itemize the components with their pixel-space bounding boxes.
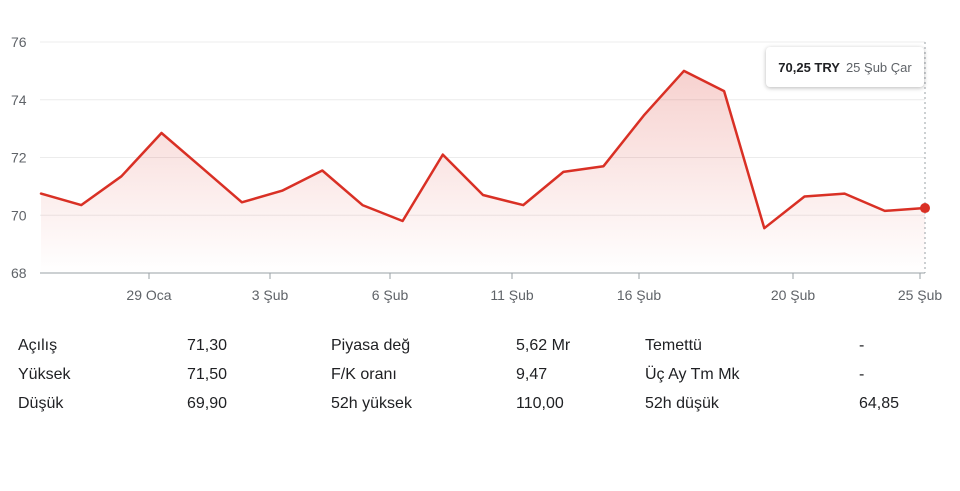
stat-label-market-cap: Piyasa değ: [331, 337, 411, 354]
stat-label-open: Açılış: [18, 337, 58, 354]
y-tick-label: 74: [11, 92, 27, 108]
stat-label-52w-low: 52h düşük: [645, 395, 719, 412]
stat-value-open: 71,30: [187, 337, 228, 354]
y-axis-labels: 76 74 72 70 68: [11, 34, 27, 281]
hover-cursor: [920, 42, 930, 273]
stat-value-market-cap: 5,62 Mr: [516, 337, 571, 354]
x-tick-label: 25 Şub: [898, 287, 943, 303]
x-tick-label: 20 Şub: [771, 287, 816, 303]
stat-value-low: 69,90: [187, 395, 228, 412]
stat-value-high: 71,50: [187, 366, 228, 383]
key-stats-table: Açılış 71,30 Piyasa değ 5,62 Mr Temettü …: [0, 333, 960, 420]
stat-label-quarterly-dividend: Üç Ay Tm Mk: [645, 366, 740, 383]
y-tick-label: 76: [11, 34, 27, 50]
tooltip-date: 25 Şub Çar: [845, 59, 912, 75]
y-tick-label: 70: [11, 207, 27, 223]
y-tick-label: 72: [11, 150, 27, 166]
x-tick-label: 29 Oca: [126, 287, 171, 303]
stats-row: Açılış 71,30 Piyasa değ 5,62 Mr Temettü …: [0, 333, 960, 362]
price-series: [39, 69, 927, 274]
tooltip-price: 70,25 TRY: [778, 59, 840, 75]
x-tick-label: 6 Şub: [372, 287, 409, 303]
stat-value-52w-low: 64,85: [859, 395, 900, 412]
price-tooltip: 70,25 TRY 25 Şub Çar: [766, 47, 924, 87]
stats-row: Düşük 69,90 52h yüksek 110,00 52h düşük …: [0, 391, 960, 420]
x-tick-label: 3 Şub: [252, 287, 289, 303]
hover-dot: [920, 203, 930, 214]
stat-value-quarterly-dividend: -: [859, 366, 865, 383]
stat-value-dividend: -: [859, 337, 865, 354]
stats-row: Yüksek 71,50 F/K oranı 9,47 Üç Ay Tm Mk …: [0, 362, 960, 391]
stat-label-high: Yüksek: [18, 366, 71, 383]
stat-label-52w-high: 52h yüksek: [331, 395, 412, 412]
stat-label-pe-ratio: F/K oranı: [331, 366, 397, 383]
x-tick-label: 11 Şub: [490, 287, 534, 303]
stat-value-52w-high: 110,00: [516, 395, 564, 412]
y-tick-label: 68: [11, 265, 27, 281]
stat-label-dividend: Temettü: [645, 337, 702, 354]
price-area: [41, 70, 925, 274]
x-tick-label: 16 Şub: [617, 287, 662, 303]
stat-value-pe-ratio: 9,47: [516, 366, 548, 383]
x-axis: 29 Oca 3 Şub 6 Şub 11 Şub 16 Şub 20 Şub 25 Şub: [126, 273, 942, 303]
price-line: [39, 69, 927, 230]
stat-label-low: Düşük: [18, 395, 64, 412]
